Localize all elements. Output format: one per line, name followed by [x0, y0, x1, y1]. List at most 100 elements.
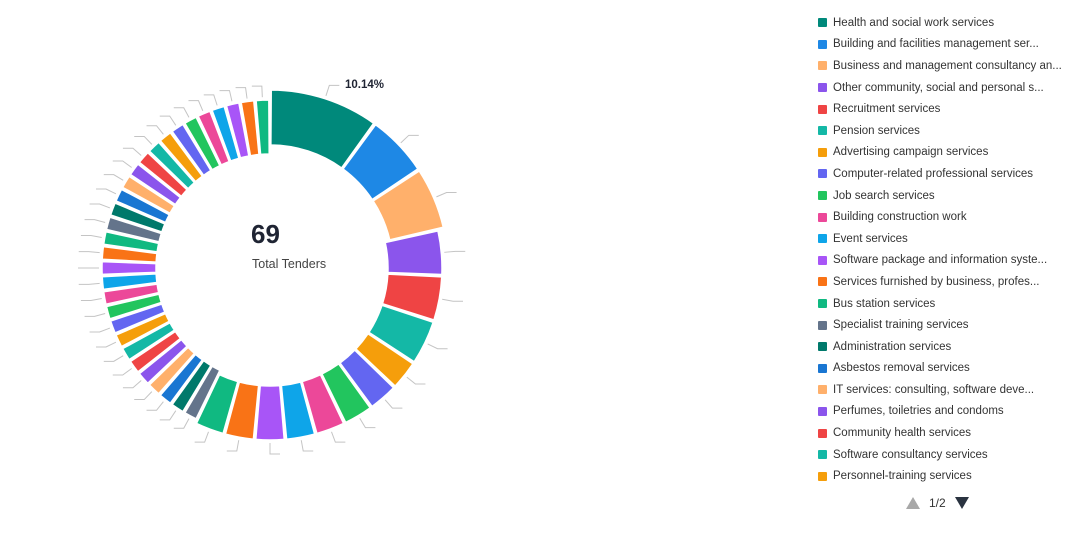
donut-slice[interactable]	[381, 273, 443, 321]
slice-leader-line	[122, 147, 142, 156]
donut-slice[interactable]	[342, 123, 419, 201]
slice-leader-line	[146, 125, 164, 135]
legend-item[interactable]: Computer-related professional services	[818, 163, 1068, 185]
legend-item[interactable]: Pension services	[818, 120, 1068, 142]
slice-leader-line	[325, 84, 340, 97]
legend-item[interactable]: Perfumes, toiletries and condoms	[818, 401, 1068, 423]
legend-label: Computer-related professional services	[833, 167, 1034, 180]
legend-label: Services furnished by business, profes..…	[833, 275, 1040, 288]
legend-item[interactable]: Business and management consultancy an..…	[818, 55, 1068, 77]
legend-item[interactable]: Administration services	[818, 336, 1068, 358]
legend-item[interactable]: Health and social work services	[818, 12, 1068, 34]
donut-slice[interactable]	[355, 332, 414, 387]
slice-leader-line	[251, 85, 263, 98]
legend-item[interactable]: Software package and information syste..…	[818, 250, 1068, 272]
legend-item[interactable]: Services furnished by business, profes..…	[818, 271, 1068, 293]
slice-leader-line	[159, 410, 177, 421]
donut-slice[interactable]	[211, 105, 240, 162]
legend-swatch	[818, 18, 827, 28]
donut-slice[interactable]	[102, 283, 160, 305]
donut-slice[interactable]	[195, 373, 239, 435]
slice-leader-line	[436, 192, 457, 198]
donut-slice[interactable]	[368, 304, 434, 363]
donut-slice[interactable]	[148, 346, 196, 395]
legend-item[interactable]: Building and facilities management ser..…	[818, 34, 1068, 56]
legend-label: Recruitment services	[833, 103, 941, 116]
donut-slice[interactable]	[171, 123, 212, 177]
slice-leader-line	[80, 235, 102, 238]
slice-leader-line	[134, 391, 153, 401]
legend-item[interactable]: Job search services	[818, 185, 1068, 207]
donut-slice[interactable]	[339, 349, 395, 408]
donut-slice[interactable]	[301, 373, 345, 435]
donut-slice[interactable]	[224, 381, 260, 440]
slice-leader-line	[269, 443, 280, 455]
donut-slice[interactable]	[240, 100, 260, 157]
donut-slice[interactable]	[171, 359, 212, 413]
slice-leader-line	[84, 219, 106, 223]
slice-leader-line	[84, 313, 106, 317]
legend-item[interactable]: Software consultancy services	[818, 444, 1068, 466]
legend-item[interactable]: IT services: consulting, software deve..…	[818, 379, 1068, 401]
donut-slice[interactable]	[101, 245, 158, 263]
legend-item[interactable]: Event services	[818, 228, 1068, 250]
donut-slice[interactable]	[109, 202, 166, 233]
slice-leader-line	[146, 401, 164, 411]
slice-leader-line	[444, 250, 466, 253]
slice-leader-line	[384, 399, 403, 409]
donut-slice[interactable]	[115, 312, 170, 348]
legend-next-page-icon[interactable]	[954, 497, 969, 509]
legend-item[interactable]: Other community, social and personal s..…	[818, 77, 1068, 99]
donut-slice[interactable]	[109, 303, 166, 334]
donut-slice[interactable]	[138, 152, 188, 198]
legend-swatch	[818, 234, 827, 244]
legend-item[interactable]: Asbestos removal services	[818, 358, 1068, 380]
slice-leader-line	[103, 355, 124, 362]
donut-slice[interactable]	[372, 170, 445, 241]
donut-slice[interactable]	[115, 188, 170, 224]
donut-slice[interactable]	[225, 102, 250, 159]
legend-label: Advertising campaign services	[833, 146, 989, 159]
legend-item[interactable]: Advertising campaign services	[818, 142, 1068, 164]
slice-leader-line	[219, 90, 233, 102]
donut-slice[interactable]	[101, 273, 158, 291]
donut-slice[interactable]	[148, 141, 196, 190]
donut-slice[interactable]	[101, 260, 157, 276]
donut-slice[interactable]	[184, 116, 221, 171]
slice-leader-line	[112, 160, 132, 168]
legend-label: Business and management consultancy an..…	[833, 59, 1062, 72]
donut-slice[interactable]	[121, 321, 176, 361]
donut-slice[interactable]	[129, 330, 182, 373]
slice-leader-line	[235, 87, 248, 99]
donut-slice[interactable]	[105, 216, 163, 243]
legend-item[interactable]: Recruitment services	[818, 98, 1068, 120]
donut-slice[interactable]	[255, 384, 285, 441]
legend-label: Pension services	[833, 124, 920, 137]
legend-label: Health and social work services	[833, 16, 995, 29]
legend-swatch	[818, 299, 827, 309]
legend-item[interactable]: Building construction work	[818, 206, 1068, 228]
donut-slice[interactable]	[255, 99, 270, 156]
donut-slice[interactable]	[159, 132, 204, 183]
legend-item[interactable]: Bus station services	[818, 293, 1068, 315]
donut-slice[interactable]	[384, 230, 443, 276]
donut-slice[interactable]	[159, 353, 204, 404]
donut-slice[interactable]	[121, 175, 176, 215]
donut-slice[interactable]	[197, 110, 230, 166]
donut-slice[interactable]	[105, 293, 163, 320]
legend-prev-page-icon[interactable]	[906, 497, 920, 509]
legend-item[interactable]: Community health services	[818, 422, 1068, 444]
donut-slice[interactable]	[138, 338, 188, 384]
legend-swatch	[818, 428, 827, 438]
donut-slice[interactable]	[184, 365, 221, 420]
donut-slice[interactable]	[102, 231, 160, 253]
donut-slice[interactable]	[280, 381, 316, 440]
donut-slice[interactable]	[321, 363, 371, 424]
legend-page-indicator: 1/2	[929, 496, 946, 510]
donut-slice[interactable]	[270, 89, 375, 169]
legend-item[interactable]: Personnel-training services	[818, 465, 1068, 487]
legend-label: Community health services	[833, 427, 972, 440]
legend-swatch	[818, 450, 827, 460]
donut-slice[interactable]	[129, 163, 182, 206]
legend-item[interactable]: Specialist training services	[818, 314, 1068, 336]
